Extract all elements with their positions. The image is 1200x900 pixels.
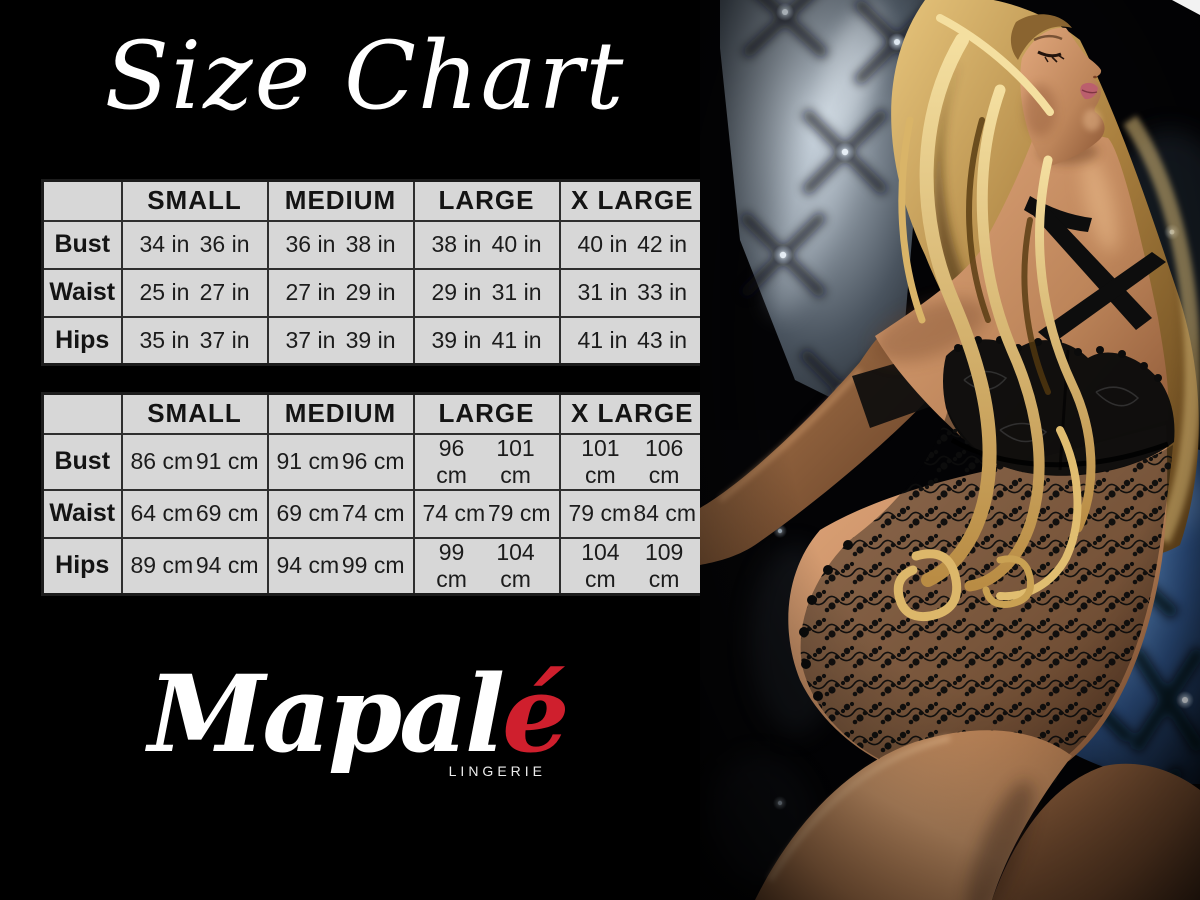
size-table-inches: SMALL MEDIUM LARGE X LARGE Bust 34 in 36 … bbox=[41, 179, 707, 366]
size-cell: 86 cm 91 cm bbox=[120, 432, 269, 491]
size-cell: 89 cm 94 cm bbox=[120, 536, 269, 595]
size-cell: 40 in 42 in bbox=[558, 219, 707, 270]
size-cell: 69 cm 74 cm bbox=[266, 488, 415, 539]
photo-illustration bbox=[700, 0, 1200, 900]
size-cell: 64 cm 69 cm bbox=[120, 488, 269, 539]
brand-wordmark: Mapalé bbox=[148, 651, 570, 776]
model-photo bbox=[700, 0, 1200, 900]
size-cell: 94 cm 99 cm bbox=[266, 536, 415, 595]
size-cell: 25 in 27 in bbox=[120, 267, 269, 318]
size-cell: 37 in 39 in bbox=[266, 315, 415, 366]
column-header-medium: MEDIUM bbox=[266, 179, 415, 222]
header-row: SMALL MEDIUM LARGE X LARGE bbox=[41, 392, 707, 435]
row-label: Waist bbox=[41, 488, 123, 539]
info-panel: Size Chart SMALL MEDIUM LARGE X LARGE Bu… bbox=[41, 22, 707, 779]
table-row-hips: Hips 35 in 37 in 37 in 39 in 39 in 41 in 41… bbox=[41, 315, 707, 366]
column-header-small: SMALL bbox=[120, 392, 269, 435]
row-label: Waist bbox=[41, 267, 123, 318]
lighting-overlays bbox=[700, 0, 1200, 900]
size-cell: 101 cm 106 cm bbox=[558, 432, 707, 491]
corner-cell bbox=[41, 392, 123, 435]
corner-artifact bbox=[1172, 0, 1200, 15]
row-label: Bust bbox=[41, 432, 123, 491]
size-cell: 27 in 29 in bbox=[266, 267, 415, 318]
table-row-waist: Waist 25 in 27 in 27 in 29 in 29 in 31 in 3… bbox=[41, 267, 707, 318]
size-cell: 41 in 43 in bbox=[558, 315, 707, 366]
size-cell: 31 in 33 in bbox=[558, 267, 707, 318]
size-cell: 34 in 36 in bbox=[120, 219, 269, 270]
size-cell: 29 in 31 in bbox=[412, 267, 561, 318]
size-cell: 99 cm 104 cm bbox=[412, 536, 561, 595]
table-row-bust: Bust 86 cm 91 cm 91 cm 96 cm 96 cm 101 cm 1… bbox=[41, 432, 707, 491]
size-cell: 96 cm 101 cm bbox=[412, 432, 561, 491]
size-table-centimeters: SMALL MEDIUM LARGE X LARGE Bust 86 cm 91 … bbox=[41, 392, 707, 596]
size-cell: 39 in 41 in bbox=[412, 315, 561, 366]
table-row-hips: Hips 89 cm 94 cm 94 cm 99 cm 99 cm 104 cm 1… bbox=[41, 536, 707, 595]
size-cell: 38 in 40 in bbox=[412, 219, 561, 270]
column-header-large: LARGE bbox=[412, 179, 561, 222]
size-cell: 91 cm 96 cm bbox=[266, 432, 415, 491]
table-row-waist: Waist 64 cm 69 cm 69 cm 74 cm 74 cm 79 cm 7… bbox=[41, 488, 707, 539]
column-header-medium: MEDIUM bbox=[266, 392, 415, 435]
header-row: SMALL MEDIUM LARGE X LARGE bbox=[41, 179, 707, 222]
size-cell: 35 in 37 in bbox=[120, 315, 269, 366]
size-cell: 79 cm 84 cm bbox=[558, 488, 707, 539]
brand-subtitle: LINGERIE bbox=[448, 762, 546, 779]
corner-cell bbox=[41, 179, 123, 222]
row-label: Bust bbox=[41, 219, 123, 270]
brand-accent-letter: é bbox=[502, 651, 569, 776]
size-cell: 104 cm 109 cm bbox=[558, 536, 707, 595]
table-row-bust: Bust 34 in 36 in 36 in 38 in 38 in 40 in 40… bbox=[41, 219, 707, 270]
row-label: Hips bbox=[41, 536, 123, 595]
column-header-small: SMALL bbox=[120, 179, 269, 222]
row-label: Hips bbox=[41, 315, 123, 366]
size-cell: 74 cm 79 cm bbox=[412, 488, 561, 539]
column-header-xlarge: X LARGE bbox=[558, 392, 707, 435]
column-header-xlarge: X LARGE bbox=[558, 179, 707, 222]
page-title: Size Chart bbox=[104, 22, 626, 131]
column-header-large: LARGE bbox=[412, 392, 561, 435]
brand-logo: Mapalé LINGERIE bbox=[148, 648, 588, 779]
size-cell: 36 in 38 in bbox=[266, 219, 415, 270]
